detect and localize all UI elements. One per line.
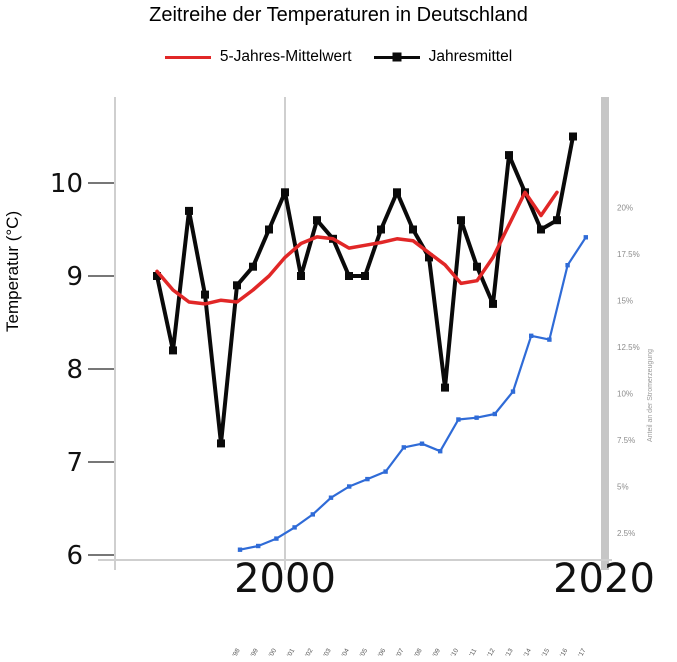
right-tick-label: 20% [617, 204, 633, 213]
jahresmittel-marker [441, 383, 449, 392]
jahresmittel-marker [185, 206, 193, 215]
jahresmittel-marker [537, 225, 545, 234]
jahresmittel-marker [457, 216, 465, 225]
chart-title: Zeitreihe der Temperaturen in Deutschlan… [149, 4, 528, 26]
jahresmittel-marker [361, 272, 369, 280]
mini-year-label: '04 [341, 647, 351, 658]
mini-year-label: '12 [486, 647, 496, 658]
anteil-stromerzeugung-line [238, 236, 587, 551]
legend-square-marker-icon [392, 52, 402, 62]
y-axis-title: Temperatur (°C) [3, 210, 22, 332]
y-tick-label: 6 [66, 541, 83, 571]
legend-label-jahresmittel: Jahresmittel [428, 48, 513, 65]
mini-year-label: '99 [250, 647, 260, 658]
jahresmittel-marker [201, 290, 209, 299]
jahresmittel-marker [217, 439, 225, 448]
fuenf-jahres-mittelwert-line [155, 190, 559, 306]
jahresmittel-marker [377, 225, 385, 234]
y-tick-label: 10 [50, 169, 83, 199]
mini-year-label: '15 [541, 647, 551, 658]
anteil-stromerzeugung-marker [310, 512, 315, 517]
anteil-stromerzeugung-marker [529, 333, 534, 338]
mini-year-label: '02 [304, 647, 314, 658]
jahresmittel-marker [409, 225, 417, 234]
right-tick-label: 12.5% [617, 343, 640, 352]
legend-red-line-icon [164, 55, 211, 59]
anteil-stromerzeugung-marker [365, 476, 370, 482]
right-tick-label: 15% [617, 297, 633, 306]
right-tick-label: 5% [617, 483, 629, 492]
anteil-stromerzeugung-marker [237, 547, 243, 552]
legend: 5-Jahres-Mittelwert Jahresmittel [0, 48, 677, 66]
anteil-stromerzeugung-marker [383, 469, 388, 474]
anteil-stromerzeugung-marker [583, 235, 588, 240]
anteil-stromerzeugung-marker [547, 337, 552, 342]
right-axis-title: Anteil an der Stromerzeugung [647, 349, 654, 442]
jahresmittel-marker [281, 188, 289, 197]
legend-item-jahresmittel: Jahresmittel [373, 48, 513, 66]
y-tick-label: 7 [66, 448, 83, 478]
jahresmittel-marker [553, 216, 561, 225]
anteil-stromerzeugung-marker [438, 449, 443, 454]
anteil-stromerzeugung-marker [256, 543, 261, 549]
mini-year-label: '13 [504, 647, 514, 658]
mini-year-label: '00 [268, 647, 278, 658]
mini-year-label: '03 [322, 647, 332, 658]
jahresmittel-marker [233, 281, 241, 290]
mini-year-label: '07 [395, 647, 405, 658]
y-tick-label: 9 [66, 262, 83, 292]
jahresmittel-marker [169, 346, 177, 355]
legend-item-5-jahres-mittelwert: 5-Jahres-Mittelwert [164, 48, 352, 66]
jahresmittel-marker [345, 272, 353, 280]
anteil-stromerzeugung-marker [419, 441, 425, 446]
legend-label-5-jahres-mittelwert: 5-Jahres-Mittelwert [219, 48, 352, 65]
jahresmittel-marker [249, 262, 257, 271]
legend-black-line-icon [373, 52, 420, 62]
right-tick-label: 10% [617, 390, 633, 399]
anteil-stromerzeugung-marker [347, 484, 352, 489]
gridline-2020 [601, 97, 609, 570]
anteil-stromerzeugung-marker [274, 536, 279, 541]
mini-year-label: '14 [523, 647, 533, 658]
anteil-stromerzeugung-marker [492, 411, 497, 417]
anteil-stromerzeugung-marker [474, 415, 479, 420]
anteil-stromerzeugung-marker [292, 525, 297, 530]
mini-year-label: '17 [577, 647, 587, 658]
jahresmittel-marker [489, 299, 497, 308]
mini-year-label: '09 [432, 647, 442, 658]
anteil-stromerzeugung-marker [328, 495, 334, 500]
jahresmittel-marker [473, 262, 481, 271]
mini-year-label: '01 [286, 647, 296, 658]
right-tick-label: 7.5% [617, 436, 635, 445]
anteil-stromerzeugung-marker [401, 445, 406, 450]
x-tick-label: 2020 [553, 556, 655, 602]
y-tick-label: 8 [66, 355, 83, 385]
jahresmittel-marker [393, 188, 401, 197]
right-tick-label: 17.5% [617, 250, 640, 259]
jahresmittel-line [155, 134, 575, 446]
jahresmittel-marker [153, 272, 161, 280]
mini-year-label: '11 [468, 647, 478, 658]
x-tick-label: 2000 [234, 556, 336, 602]
mini-year-label: '05 [359, 647, 369, 658]
jahresmittel-marker [297, 272, 305, 280]
anteil-stromerzeugung-marker [456, 417, 461, 422]
jahresmittel-marker [313, 216, 321, 225]
anteil-stromerzeugung-marker [565, 263, 570, 268]
mini-year-label: '08 [413, 647, 423, 658]
jahresmittel-marker [569, 132, 577, 141]
mini-year-label: '10 [450, 647, 460, 658]
anteil-stromerzeugung-marker [510, 389, 516, 394]
mini-year-label: '06 [377, 647, 387, 658]
jahresmittel-marker [265, 225, 273, 234]
mini-year-label: '98 [231, 647, 241, 658]
mini-year-label: '16 [559, 647, 569, 658]
jahresmittel-marker [425, 253, 433, 262]
right-tick-label: 2.5% [617, 529, 635, 538]
jahresmittel-marker [505, 151, 513, 160]
